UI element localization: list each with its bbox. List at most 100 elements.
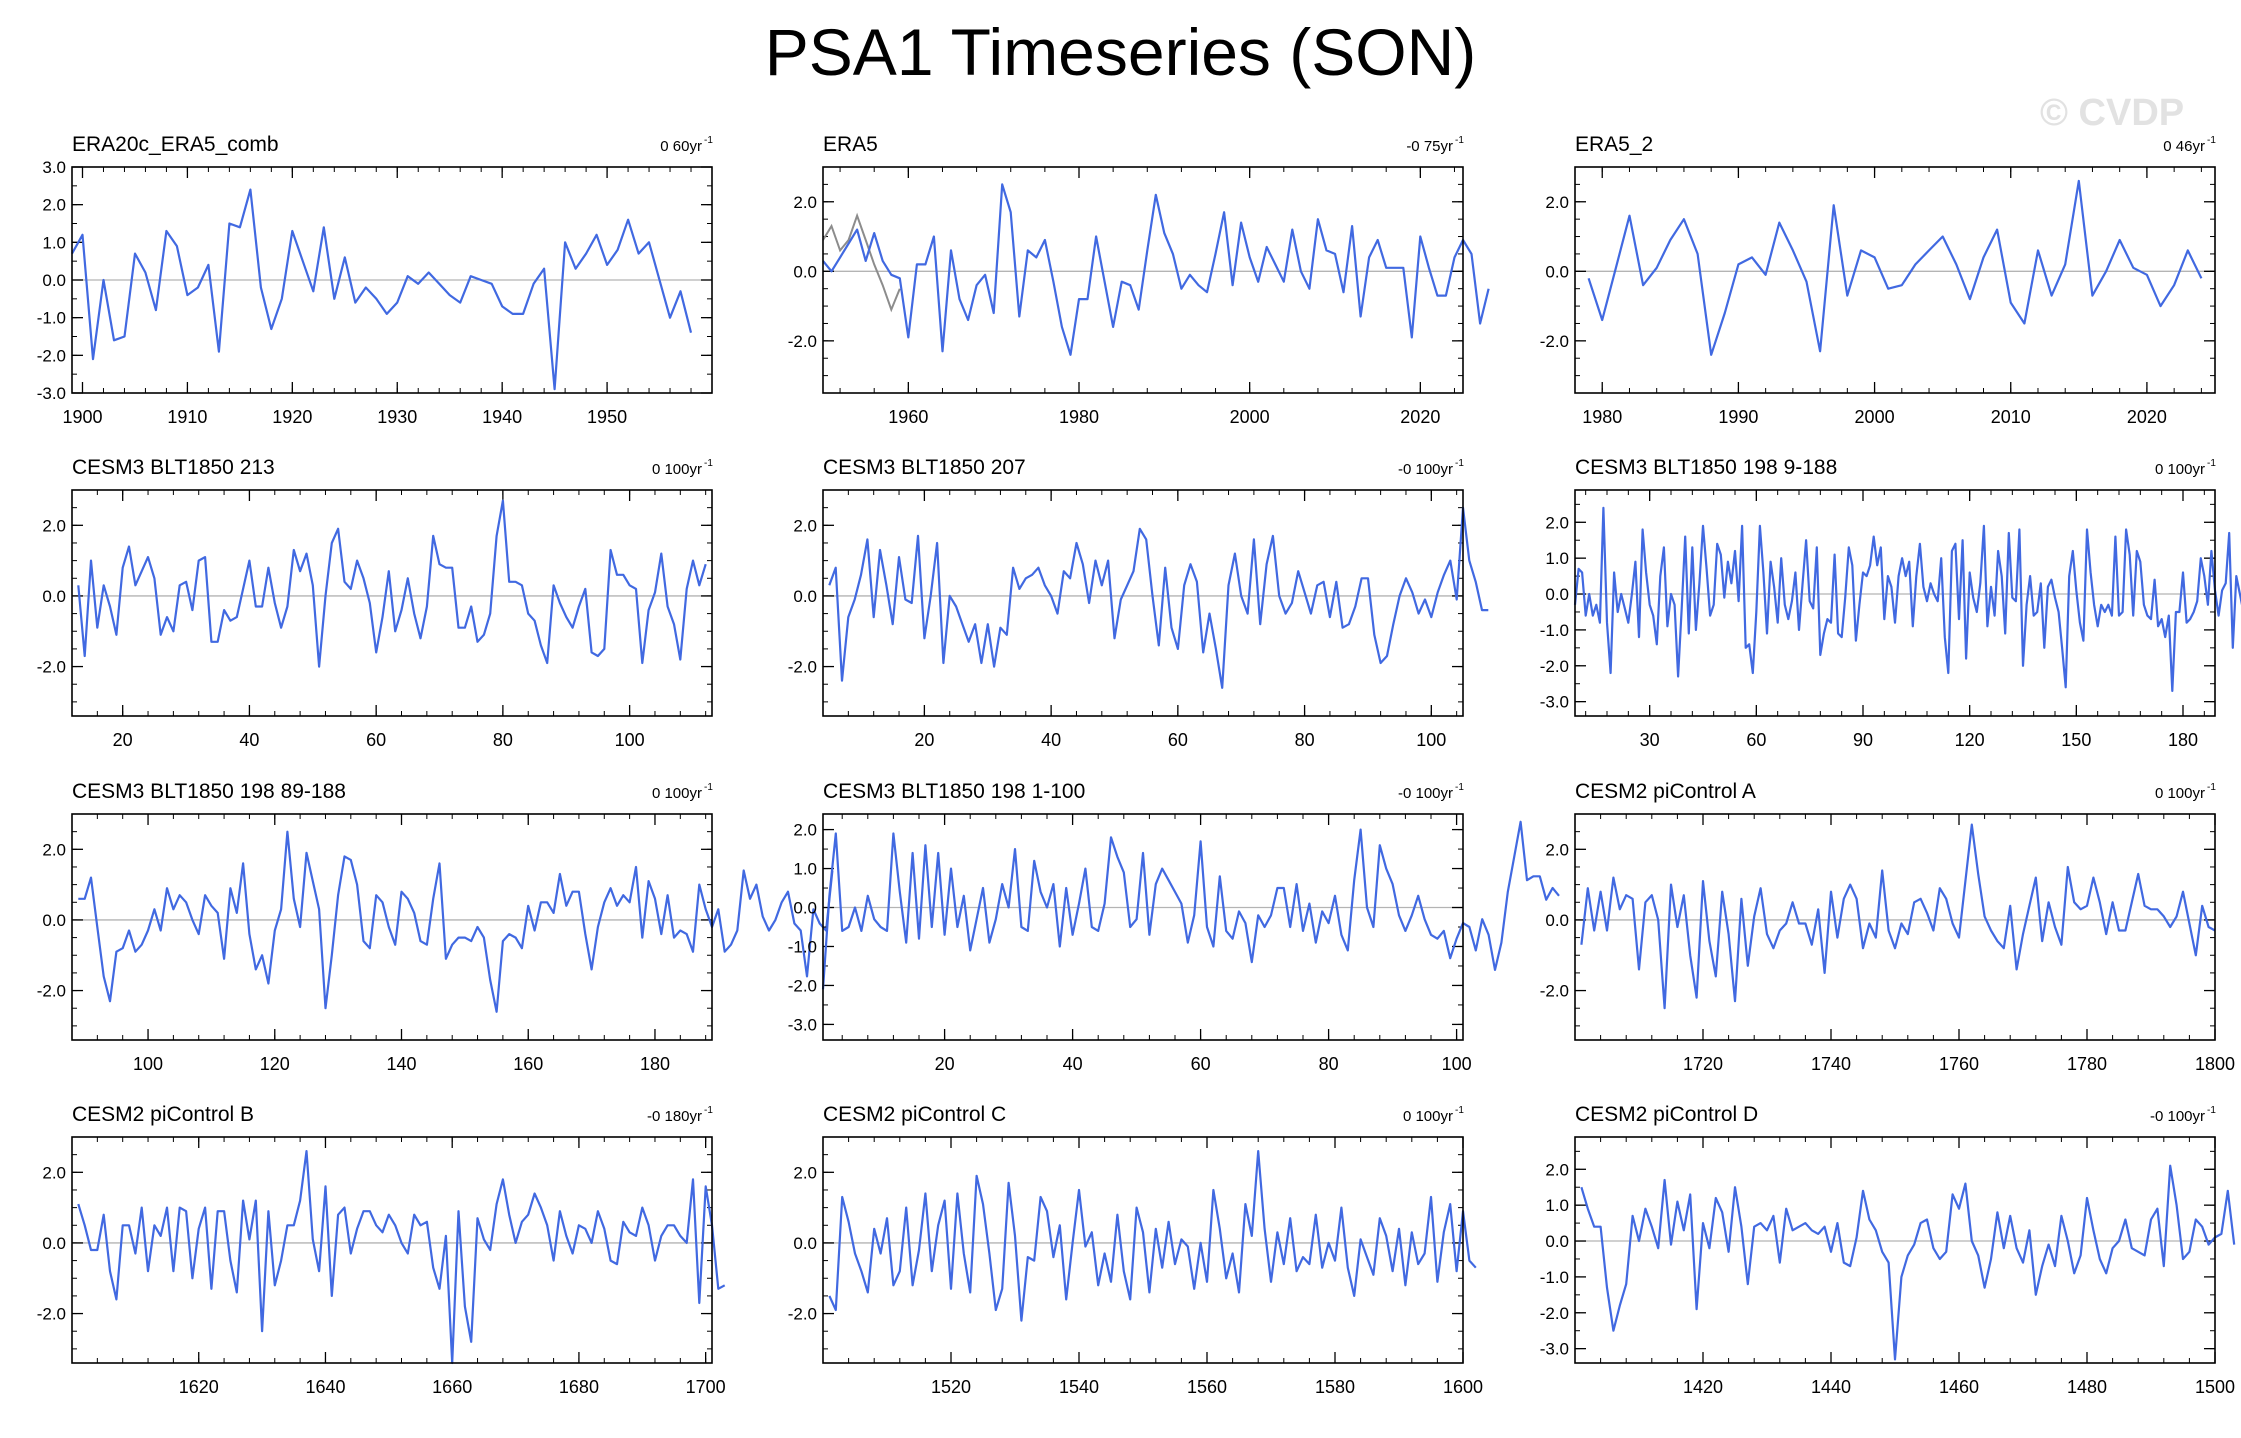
y-tick-label: 0.0 [793, 262, 817, 281]
y-tick-label: 0.0 [42, 271, 66, 290]
panel-label: CESM2 piControl A [1575, 780, 1756, 803]
plot-frame [822, 813, 1464, 1041]
trend-label: -0 100yr [1398, 785, 1453, 802]
x-tick-label: 1960 [888, 407, 928, 427]
y-tick-label: -2.0 [37, 346, 66, 365]
x-tick-label: 1660 [432, 1377, 472, 1397]
x-tick-label: 1930 [377, 407, 417, 427]
x-tick-label: 1500 [2195, 1377, 2235, 1397]
trend-exponent: -1 [2207, 1105, 2216, 1116]
main-title: PSA1 Timeseries (SON) [764, 15, 1477, 89]
series-line [77, 1149, 726, 1365]
plot-frame [1574, 813, 2216, 1041]
x-tick-label: 60 [1746, 730, 1766, 750]
x-tick-label: 40 [1063, 1054, 1083, 1074]
y-tick-label: -1.0 [37, 309, 66, 328]
y-tick-label: 2.0 [42, 840, 66, 859]
trend-exponent: -1 [1455, 458, 1464, 469]
trend-label: 0 100yr [2155, 785, 2205, 802]
x-tick-label: 1990 [1718, 407, 1758, 427]
y-tick-label: -3.0 [1540, 1340, 1569, 1359]
plot-frame [1574, 166, 2216, 394]
y-tick-label: 3.0 [42, 158, 66, 177]
x-tick-label: 1740 [1811, 1054, 1851, 1074]
trend-exponent: -1 [2207, 135, 2216, 146]
x-tick-label: 1520 [931, 1377, 971, 1397]
y-tick-label: 2.0 [1545, 513, 1569, 532]
panel-3: ERA5_2 0 46yr -1 1980 1990 2000 2010 2020 -2.0 0.… [1540, 133, 2217, 427]
y-tick-label: -2.0 [1540, 657, 1569, 676]
x-tick-label: 2000 [1855, 407, 1895, 427]
plot-frame [71, 1136, 713, 1364]
plot-frame [71, 166, 713, 394]
x-tick-label: 60 [1168, 730, 1188, 750]
y-tick-label: -2.0 [788, 976, 817, 995]
y-tick-label: 2.0 [793, 1163, 817, 1182]
x-tick-label: 1950 [587, 407, 627, 427]
x-tick-label: 1980 [1059, 407, 1099, 427]
x-tick-label: 20 [935, 1054, 955, 1074]
y-tick-label: -2.0 [1540, 982, 1569, 1001]
y-tick-label: 2.0 [42, 196, 66, 215]
y-tick-label: -2.0 [37, 982, 66, 1001]
trend-exponent: -1 [2207, 458, 2216, 469]
y-tick-label: 2.0 [1545, 840, 1569, 859]
x-tick-label: 160 [513, 1054, 543, 1074]
trend-label: -0 180yr [647, 1108, 702, 1125]
y-tick-label: 0.0 [42, 587, 66, 606]
x-tick-label: 1760 [1939, 1054, 1979, 1074]
y-tick-label: 1.0 [1545, 1196, 1569, 1215]
x-tick-label: 60 [1191, 1054, 1211, 1074]
panel-label: CESM2 piControl D [1575, 1103, 1758, 1126]
panel-6: CESM3 BLT1850 198 9-188 0 100yr -1 30 60 90 12… [1540, 456, 2241, 750]
trend-label: 0 46yr [2163, 138, 2205, 155]
y-tick-label: -1.0 [1540, 1268, 1569, 1287]
trend-label: 0 100yr [652, 461, 702, 478]
x-tick-label: 1540 [1059, 1377, 1099, 1397]
x-tick-label: 1420 [1683, 1377, 1723, 1397]
panel-10: CESM2 piControl B -0 180yr -1 1620 1640 1660 1… [37, 1103, 726, 1397]
trend-label: 0 100yr [1403, 1108, 1453, 1125]
y-tick-label: -2.0 [37, 1305, 66, 1324]
y-tick-label: 0.0 [1545, 1232, 1569, 1251]
x-tick-label: 2020 [2127, 407, 2167, 427]
y-tick-label: 2.0 [1545, 1160, 1569, 1179]
trend-exponent: -1 [704, 782, 713, 793]
y-tick-label: -3.0 [1540, 693, 1569, 712]
panel-label: ERA5_2 [1575, 133, 1653, 156]
series-line [1580, 823, 2216, 1010]
trend-exponent: -1 [704, 135, 713, 146]
x-tick-label: 1620 [179, 1377, 219, 1397]
x-tick-label: 2010 [1991, 407, 2031, 427]
x-tick-label: 120 [260, 1054, 290, 1074]
trend-exponent: -1 [1455, 782, 1464, 793]
panel-label: CESM3 BLT1850 207 [823, 456, 1026, 479]
panel-label: CESM2 piControl B [72, 1103, 254, 1126]
panel-5: CESM3 BLT1850 207 -0 100yr -1 20 40 60 80 100 -2… [788, 456, 1489, 750]
x-tick-label: 80 [1319, 1054, 1339, 1074]
y-tick-label: 0.0 [42, 911, 66, 930]
x-tick-label: 2000 [1230, 407, 1270, 427]
x-tick-label: 80 [1295, 730, 1315, 750]
trend-label: -0 100yr [2150, 1108, 2205, 1125]
x-tick-label: 1580 [1315, 1377, 1355, 1397]
y-tick-label: -1.0 [1540, 621, 1569, 640]
x-tick-label: 1940 [482, 407, 522, 427]
panel-2: ERA5 -0 75yr -1 1960 1980 2000 2020 -2.0 0.0 2.0 [788, 133, 1490, 427]
x-tick-label: 1560 [1187, 1377, 1227, 1397]
trend-label: 0 60yr [660, 138, 702, 155]
y-tick-label: -3.0 [37, 384, 66, 403]
x-tick-label: 1480 [2067, 1377, 2107, 1397]
x-tick-label: 100 [133, 1054, 163, 1074]
series-line [828, 1149, 1477, 1322]
panel-label: CESM2 piControl C [823, 1103, 1006, 1126]
x-tick-label: 120 [1955, 730, 1985, 750]
panel-12: CESM2 piControl D -0 100yr -1 1420 1440 1460 1… [1540, 1103, 2236, 1397]
series-line [822, 183, 1490, 356]
x-tick-label: 100 [1442, 1054, 1472, 1074]
y-tick-label: 0.0 [793, 587, 817, 606]
trend-label: 0 100yr [2155, 461, 2205, 478]
y-tick-label: -3.0 [788, 1015, 817, 1034]
y-tick-label: 2.0 [793, 821, 817, 840]
